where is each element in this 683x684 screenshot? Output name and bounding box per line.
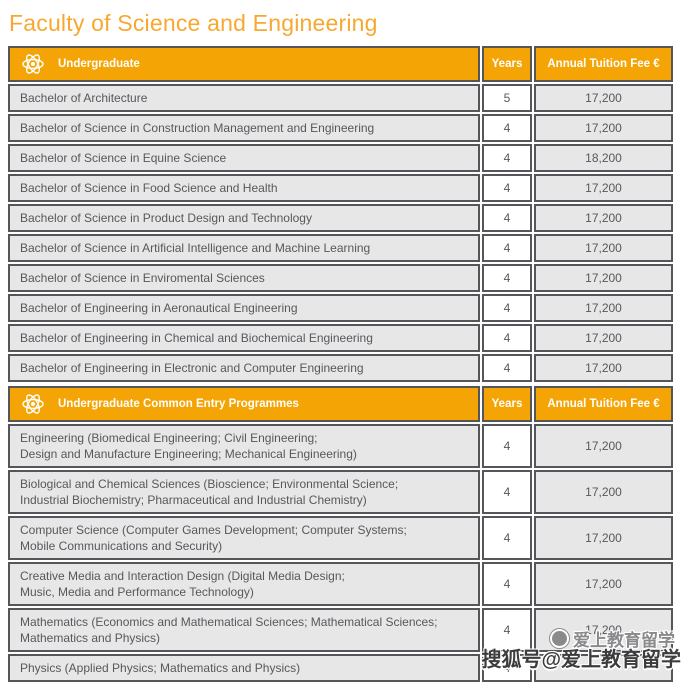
common-entry-table: Undergraduate Common Entry Programmes Ye… <box>6 384 675 684</box>
fee-column-header: Annual Tuition Fee € <box>534 46 673 82</box>
years-cell: 4 <box>482 562 532 606</box>
fee-cell: 17,200 <box>534 424 673 468</box>
programme-cell: Biological and Chemical Sciences (Biosci… <box>8 470 480 514</box>
table-row: Mathematics (Economics and Mathematical … <box>8 608 673 652</box>
atom-icon <box>20 391 46 417</box>
fee-cell: 17,200 <box>534 354 673 382</box>
fee-cell: 17,200 <box>534 470 673 514</box>
table-row: Bachelor of Engineering in Aeronautical … <box>8 294 673 322</box>
table-row: Creative Media and Interaction Design (D… <box>8 562 673 606</box>
fee-cell: 17,200 <box>534 204 673 232</box>
section-header-undergraduate: Undergraduate <box>8 46 480 82</box>
table-row: Bachelor of Science in Product Design an… <box>8 204 673 232</box>
table-row: Bachelor of Science in Artificial Intell… <box>8 234 673 262</box>
undergraduate-table: Undergraduate Years Annual Tuition Fee €… <box>6 44 675 384</box>
years-cell: 4 <box>482 324 532 352</box>
years-cell: 4 <box>482 608 532 652</box>
years-cell: 4 <box>482 424 532 468</box>
years-cell: 5 <box>482 84 532 112</box>
fee-cell: 17,200 <box>534 294 673 322</box>
programme-cell: Bachelor of Science in Food Science and … <box>8 174 480 202</box>
table-row: Bachelor of Engineering in Electronic an… <box>8 354 673 382</box>
table-row: Computer Science (Computer Games Develop… <box>8 516 673 560</box>
undergraduate-rows: Bachelor of Architecture 5 17,200 Bachel… <box>8 84 673 382</box>
fee-cell: 18,200 <box>534 144 673 172</box>
years-cell: 4 <box>482 144 532 172</box>
years-cell: 4 <box>482 354 532 382</box>
programme-cell: Computer Science (Computer Games Develop… <box>8 516 480 560</box>
programme-cell: Bachelor of Science in Product Design an… <box>8 204 480 232</box>
section-header-row: Undergraduate Common Entry Programmes Ye… <box>8 386 673 422</box>
programme-cell: Bachelor of Engineering in Aeronautical … <box>8 294 480 322</box>
programme-cell: Bachelor of Science in Enviromental Scie… <box>8 264 480 292</box>
section-header-common-entry: Undergraduate Common Entry Programmes <box>8 386 480 422</box>
years-cell: 4 <box>482 234 532 262</box>
years-cell: 4 <box>482 264 532 292</box>
programme-cell: Engineering (Biomedical Engineering; Civ… <box>8 424 480 468</box>
years-column-header: Years <box>482 46 532 82</box>
table-row: Bachelor of Science in Enviromental Scie… <box>8 264 673 292</box>
years-cell: 4 <box>482 470 532 514</box>
table-row: Bachelor of Science in Equine Science 4 … <box>8 144 673 172</box>
years-cell: 4 <box>482 516 532 560</box>
fee-column-header: Annual Tuition Fee € <box>534 386 673 422</box>
fee-cell: 17,200 <box>534 114 673 142</box>
common-entry-rows: Engineering (Biomedical Engineering; Civ… <box>8 424 673 682</box>
atom-icon <box>20 51 46 77</box>
fee-cell: 17,200 <box>534 324 673 352</box>
programme-cell: Physics (Applied Physics; Mathematics an… <box>8 654 480 682</box>
table-row: Bachelor of Science in Food Science and … <box>8 174 673 202</box>
programme-cell: Mathematics (Economics and Mathematical … <box>8 608 480 652</box>
years-cell: 4 <box>482 174 532 202</box>
years-cell: 4 <box>482 204 532 232</box>
fee-cell: 17,200 <box>534 234 673 262</box>
programme-cell: Bachelor of Engineering in Chemical and … <box>8 324 480 352</box>
programme-cell: Bachelor of Science in Equine Science <box>8 144 480 172</box>
section-title: Undergraduate Common Entry Programmes <box>58 398 299 411</box>
years-cell: 4 <box>482 654 532 682</box>
fee-cell: 17,200 <box>534 84 673 112</box>
table-row: Engineering (Biomedical Engineering; Civ… <box>8 424 673 468</box>
table-row: Bachelor of Architecture 5 17,200 <box>8 84 673 112</box>
page-title: Faculty of Science and Engineering <box>9 10 378 36</box>
fee-cell: 17,200 <box>534 264 673 292</box>
table-row: Biological and Chemical Sciences (Biosci… <box>8 470 673 514</box>
years-column-header: Years <box>482 386 532 422</box>
table-row: Physics (Applied Physics; Mathematics an… <box>8 654 673 682</box>
fee-cell <box>534 654 673 682</box>
fee-cell: 17,200 <box>534 608 673 652</box>
section-title: Undergraduate <box>58 58 140 71</box>
programme-cell: Bachelor of Science in Artificial Intell… <box>8 234 480 262</box>
fee-cell: 17,200 <box>534 174 673 202</box>
table-row: Bachelor of Science in Construction Mana… <box>8 114 673 142</box>
years-cell: 4 <box>482 114 532 142</box>
fee-cell: 17,200 <box>534 516 673 560</box>
programme-cell: Bachelor of Engineering in Electronic an… <box>8 354 480 382</box>
programme-cell: Creative Media and Interaction Design (D… <box>8 562 480 606</box>
section-header-row: Undergraduate Years Annual Tuition Fee € <box>8 46 673 82</box>
fee-cell: 17,200 <box>534 562 673 606</box>
programme-cell: Bachelor of Architecture <box>8 84 480 112</box>
table-row: Bachelor of Engineering in Chemical and … <box>8 324 673 352</box>
years-cell: 4 <box>482 294 532 322</box>
programme-cell: Bachelor of Science in Construction Mana… <box>8 114 480 142</box>
